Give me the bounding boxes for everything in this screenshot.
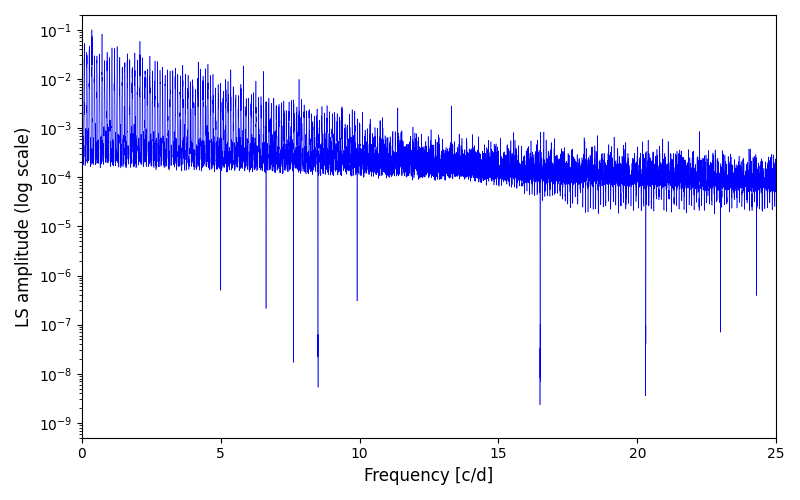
X-axis label: Frequency [c/d]: Frequency [c/d] — [364, 467, 494, 485]
Y-axis label: LS amplitude (log scale): LS amplitude (log scale) — [15, 126, 33, 326]
